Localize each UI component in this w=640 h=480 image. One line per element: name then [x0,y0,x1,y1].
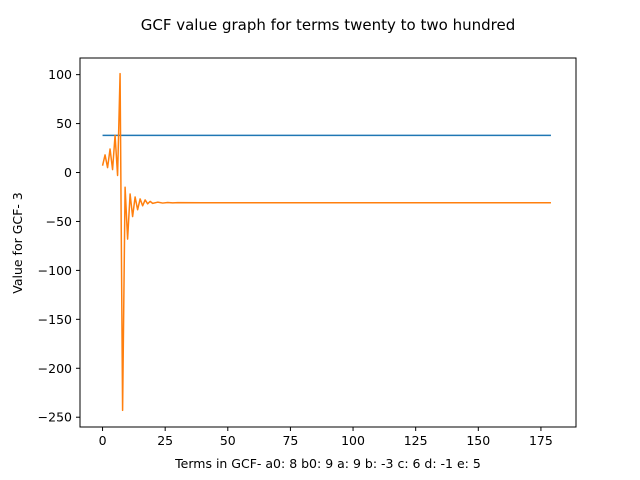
x-axis-label: Terms in GCF- a0: 8 b0: 9 a: 9 b: -3 c: … [174,456,481,471]
y-tick-label: −50 [46,214,72,229]
x-tick-label: 100 [341,433,365,448]
y-tick-label: −250 [38,410,72,425]
plot-frame [79,57,577,428]
x-tick-label: 50 [220,433,236,448]
y-tick-label: 100 [48,67,72,82]
x-tick-label: 175 [529,433,553,448]
x-tick-label: 25 [157,433,173,448]
x-tick-label: 150 [466,433,490,448]
y-tick-label: 0 [64,165,72,180]
chart-title: GCF value graph for terms twenty to two … [141,16,515,34]
x-tick-label: 75 [282,433,298,448]
x-tick-label: 0 [99,433,107,448]
y-axis-label: Value for GCF- 3 [10,192,25,294]
x-axis: 0 25 50 75 100 125 150 175 [99,427,553,448]
series-line-2 [101,72,551,412]
y-tick-label: −200 [38,361,72,376]
y-tick-label: −100 [38,263,72,278]
y-axis: 100 50 0 −50 −100 −150 −200 −250 [38,67,80,425]
series-layer [101,72,551,412]
y-tick-label: 50 [56,116,72,131]
y-tick-label: −150 [38,312,72,327]
x-tick-label: 125 [404,433,428,448]
